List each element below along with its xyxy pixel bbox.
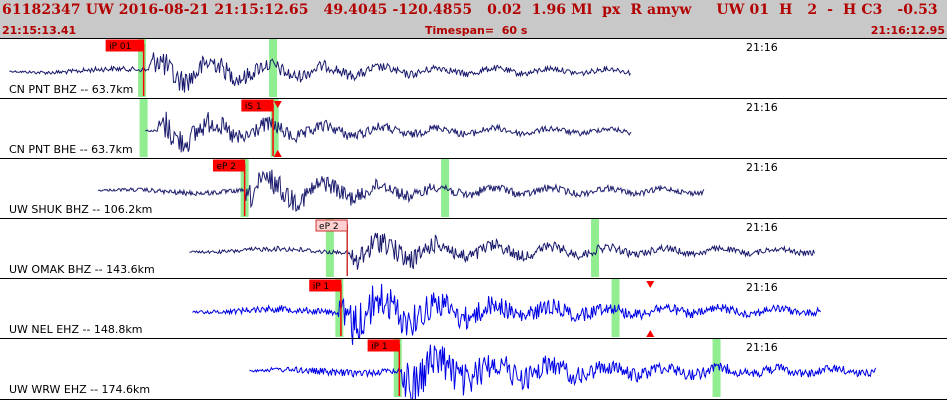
time-tick-label: 21:16	[746, 161, 778, 174]
phase-pick-label: iP 1	[313, 282, 330, 292]
polarity-up-marker	[646, 330, 655, 337]
event-summary-line: 61182347 UW 2016-08-21 21:15:12.65 49.40…	[2, 2, 947, 18]
polarity-up-marker	[273, 150, 282, 157]
analysis-window[interactable]	[269, 39, 278, 97]
time-tick-label: 21:16	[746, 41, 778, 54]
time-tick-label: 21:16	[746, 221, 778, 234]
timespan-label: Timespan= 60 s	[425, 24, 528, 37]
time-tick-label: 21:16	[746, 281, 778, 294]
phase-pick-box[interactable]	[212, 159, 246, 172]
station-label: UW WRW EHZ -- 174.6km	[9, 383, 150, 396]
phase-pick-box[interactable]	[315, 219, 348, 232]
time-tick-label: 21:16	[746, 101, 778, 114]
start-time-label: 21:15:13.41	[2, 24, 77, 37]
station-label: UW NEL EHZ -- 148.8km	[9, 323, 143, 336]
analysis-window[interactable]	[393, 339, 402, 397]
end-time-label: 21:16:12.95	[870, 24, 945, 37]
phase-pick-box[interactable]	[105, 39, 145, 52]
waveform-trace[interactable]	[9, 52, 631, 93]
phase-pick-box[interactable]	[309, 279, 342, 292]
station-label: UW OMAK BHZ -- 143.6km	[9, 263, 155, 276]
time-tick-label: 21:16	[746, 341, 778, 354]
station-label: UW SHUK BHZ -- 106.2km	[9, 203, 152, 216]
phase-pick-box[interactable]	[367, 339, 400, 352]
polarity-down-marker	[273, 101, 282, 108]
waveform-trace[interactable]	[189, 232, 815, 270]
analysis-window[interactable]	[325, 219, 334, 277]
waveform-trace[interactable]	[145, 111, 632, 153]
station-label: CN PNT BHE -- 63.7km	[9, 143, 133, 156]
phase-pick-label: iS 1	[245, 102, 262, 112]
phase-pick-label: eP 2	[216, 162, 236, 172]
waveform-trace[interactable]	[192, 283, 822, 345]
analysis-window[interactable]	[138, 39, 147, 97]
waveform-trace[interactable]	[97, 169, 705, 212]
station-label: CN PNT BHZ -- 63.7km	[9, 83, 133, 96]
phase-pick-label: eP 2	[319, 222, 339, 232]
phase-pick-label: iP 1	[371, 342, 388, 352]
seismogram-svg[interactable]: iP 01 21:16 CN PNT BHZ -- 63.7km iS 1 21:16 C…	[0, 38, 947, 400]
analysis-window[interactable]	[591, 219, 600, 277]
phase-pick-label: iP 01	[109, 42, 131, 52]
polarity-down-marker	[646, 281, 655, 288]
analysis-window[interactable]	[712, 339, 721, 397]
waveform-trace[interactable]	[249, 344, 876, 400]
analysis-window[interactable]	[139, 99, 148, 157]
event-header: 61182347 UW 2016-08-21 21:15:12.65 49.40…	[0, 0, 947, 38]
phase-pick-box[interactable]	[241, 99, 274, 112]
seismogram-panel[interactable]: iP 01 21:16 CN PNT BHZ -- 63.7km iS 1 21:16 C…	[0, 38, 947, 400]
